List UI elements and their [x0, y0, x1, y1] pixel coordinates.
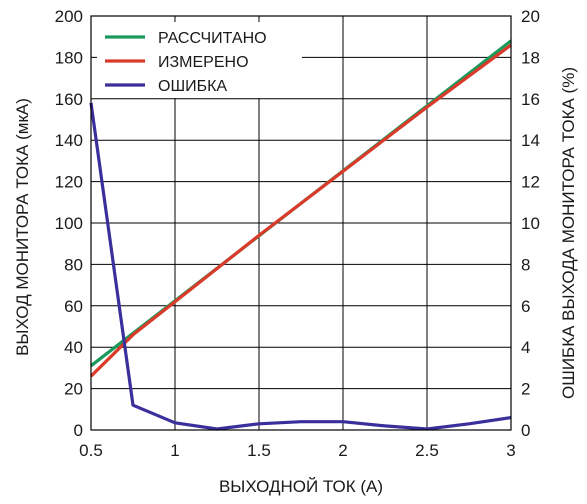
- plot-frame: [90, 15, 512, 431]
- y-left-tick-label: 140: [55, 131, 83, 150]
- legend-label: ОШИБКА: [158, 78, 227, 95]
- y-right-tick-label: 18: [521, 48, 540, 67]
- y-right-tick-label: 16: [521, 90, 540, 109]
- y-left-tick-label: 180: [55, 48, 83, 67]
- x-tick-label: 2: [338, 441, 347, 460]
- y-right-tick-label: 12: [521, 173, 540, 192]
- x-tick-label: 0.5: [79, 441, 103, 460]
- y-right-tick-label: 6: [521, 297, 530, 316]
- y-right-tick-label: 2: [521, 380, 530, 399]
- x-tick-labels: 0.5 1 1.5 2 2.5 3: [79, 441, 516, 460]
- series-line-2: [89, 43, 512, 378]
- y-left-tick-label: 0: [74, 421, 83, 440]
- y-right-tick-label: 10: [521, 214, 540, 233]
- y-right-tick-label: 0: [521, 421, 530, 440]
- x-tick-label: 2.5: [415, 441, 439, 460]
- y-right-tick-label: 4: [521, 338, 530, 357]
- legend-label: ИЗМЕРЕНО: [158, 54, 249, 71]
- y-left-tick-label: 20: [64, 380, 83, 399]
- y-left-tick-label: 200: [55, 7, 83, 26]
- y-left-tick-label: 60: [64, 297, 83, 316]
- y-left-tick-label: 80: [64, 255, 83, 274]
- x-axis-label: ВЫХОДНОЙ ТОК (А): [219, 477, 383, 496]
- y-left-tick-label: 160: [55, 90, 83, 109]
- y-left-tick-labels: 0 20 40 60 80 100 120 140 160 180 200: [55, 7, 83, 440]
- y-right-tick-labels: 0 2 4 6 8 10 12 14 16 18 20: [521, 7, 540, 440]
- y-left-axis-label: ВЫХОД МОНИТОРА ТОКА (мкА): [13, 98, 32, 356]
- x-tick-label: 3: [506, 441, 515, 460]
- x-tick-label: 1: [170, 441, 179, 460]
- y-right-axis-label: ОШИБКА ВЫХОДА МОНИТОРА ТОКА (%): [559, 67, 578, 399]
- y-right-tick-label: 8: [521, 255, 530, 274]
- legend: РАССЧИТАНО ИЗМЕРЕНО ОШИБКА: [97, 22, 302, 98]
- series-line-3: [89, 102, 512, 431]
- legend-label: РАССЧИТАНО: [158, 30, 267, 47]
- y-left-tick-label: 100: [55, 214, 83, 233]
- y-right-tick-label: 14: [521, 131, 540, 150]
- y-left-tick-label: 40: [64, 338, 83, 357]
- y-right-tick-label: 20: [521, 7, 540, 26]
- y-left-tick-label: 120: [55, 173, 83, 192]
- series-lines: [89, 39, 512, 431]
- x-tick-label: 1.5: [247, 441, 271, 460]
